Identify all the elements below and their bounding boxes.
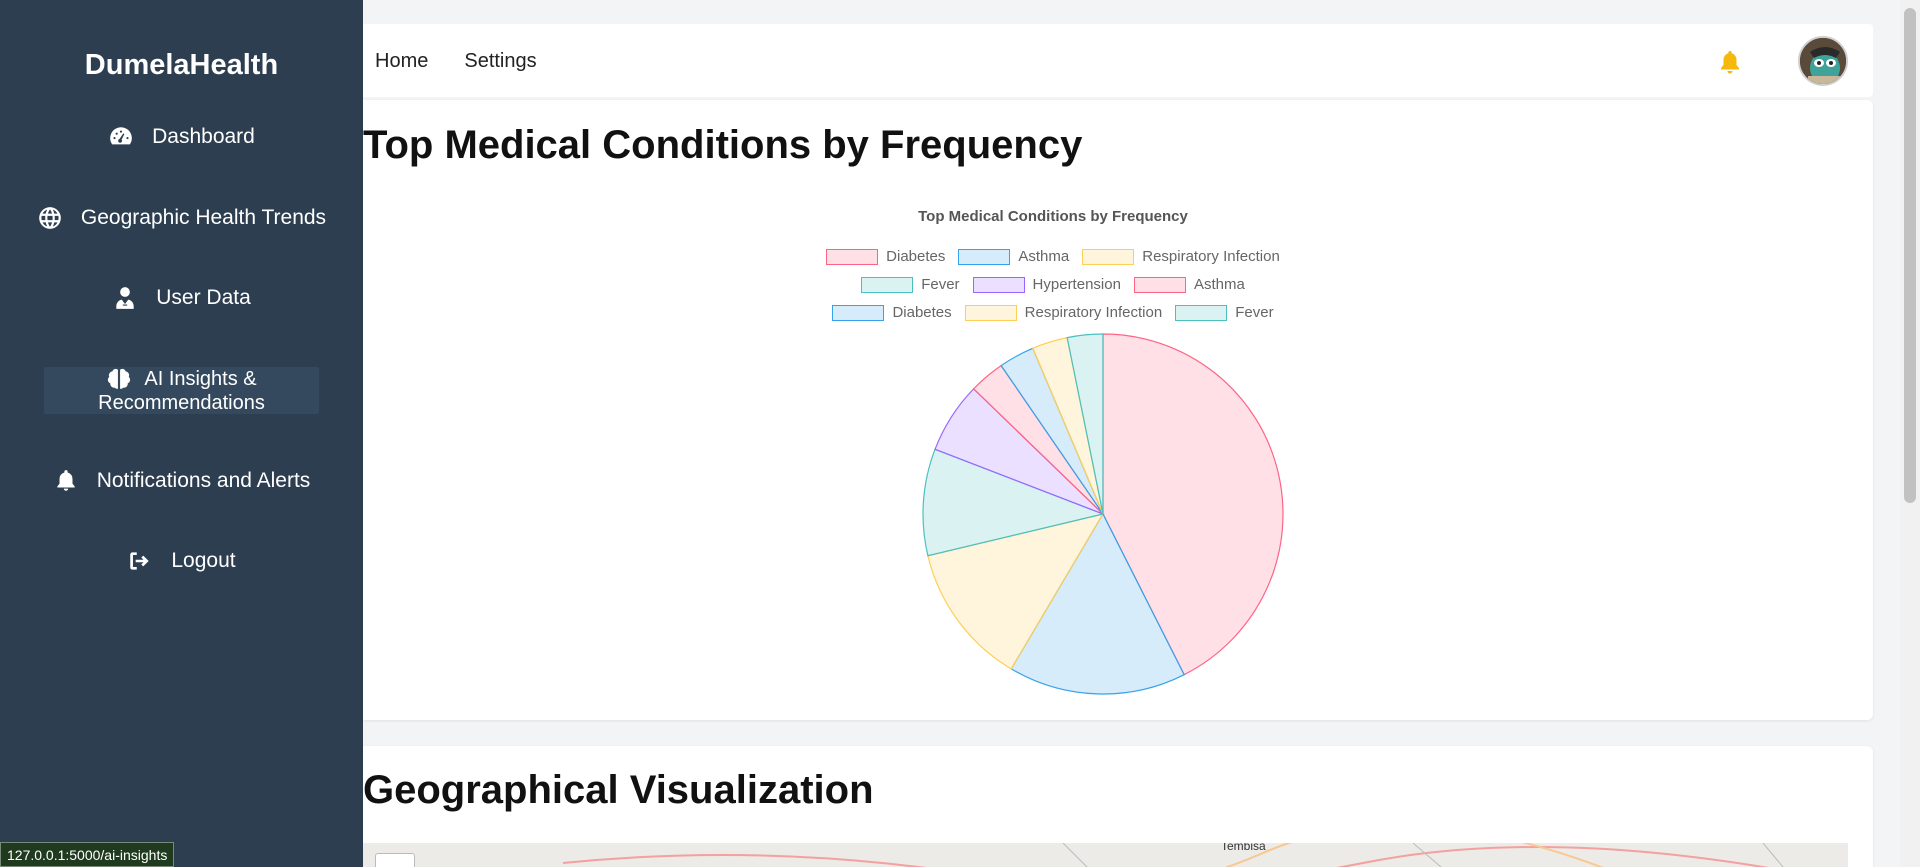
brand-title: DumelaHealth	[84, 49, 279, 81]
legend-entry[interactable]: Fever	[1175, 304, 1274, 321]
sidebar-item-logout[interactable]: Logout	[0, 548, 363, 574]
sidebar-item-label: Logout	[171, 549, 236, 572]
legend-swatch	[1082, 248, 1135, 265]
legend-swatch	[826, 248, 879, 265]
user-avatar[interactable]	[1798, 36, 1848, 86]
browser-status-url: 127.0.0.1:5000/ai-insights	[0, 842, 175, 867]
legend-swatch	[958, 248, 1011, 265]
notification-bell-icon[interactable]	[1718, 50, 1742, 76]
legend-label: Diabetes	[886, 248, 946, 265]
legend-label: Hypertension	[1032, 276, 1121, 293]
pie-slice-3[interactable]	[922, 448, 1106, 557]
chart-title: Top Medical Conditions by Frequency	[918, 208, 1188, 225]
logout-icon	[130, 552, 150, 570]
legend-label: Respiratory Infection	[1142, 248, 1280, 265]
legend-label: Asthma	[1018, 248, 1070, 265]
legend-label: Respiratory Infection	[1024, 304, 1163, 321]
legend-entry[interactable]: Diabetes	[826, 248, 945, 265]
sidebar-item-label: AI Insights &	[144, 367, 257, 390]
legend-swatch	[1175, 304, 1228, 321]
legend-swatch	[972, 276, 1025, 293]
pie-slice-0[interactable]	[1102, 333, 1284, 676]
brain-icon	[108, 368, 131, 389]
sidebar-item-user-data[interactable]: User Data	[0, 285, 363, 311]
pie-slice-2[interactable]	[927, 513, 1105, 670]
nav-home-link[interactable]: Home	[375, 50, 429, 72]
pie-slice-1[interactable]	[1010, 512, 1185, 695]
avatar-image	[1800, 38, 1846, 84]
legend-swatch	[964, 304, 1017, 321]
chart-legend-row-1: Diabetes Asthma Respiratory Infection	[363, 248, 1743, 265]
legend-label: Diabetes	[892, 304, 952, 321]
user-doctor-icon	[116, 287, 134, 309]
legend-label: Fever	[1235, 304, 1274, 321]
section-title: Top Medical Conditions by Frequency	[363, 123, 1083, 167]
pie-chart	[922, 333, 1284, 695]
legend-label: Asthma	[1193, 276, 1245, 293]
pie-slice-8[interactable]	[1066, 333, 1104, 515]
chart-legend-row-3: Diabetes Respiratory Infection Fever	[363, 304, 1743, 321]
legend-swatch	[1133, 276, 1186, 293]
top-navbar: Home Settings	[363, 24, 1873, 97]
conditions-chart-card: Top Medical Conditions by Frequency Top …	[363, 100, 1873, 720]
page-scrollbar[interactable]	[1900, 0, 1920, 867]
sidebar-item-geographic-health-trends[interactable]: Geographic Health Trends	[0, 205, 363, 231]
sidebar-item-ai-insights[interactable]: AI Insights & Recommendations	[44, 367, 319, 414]
legend-entry[interactable]: Hypertension	[972, 276, 1121, 293]
chart-legend-row-2: Fever Hypertension Asthma	[363, 276, 1743, 293]
bell-icon	[57, 470, 75, 491]
legend-label: Fever	[921, 276, 960, 293]
section-title: Geographical Visualization	[363, 768, 874, 812]
sidebar-item-label: Notifications and Alerts	[96, 469, 311, 492]
legend-entry[interactable]: Asthma	[958, 248, 1069, 265]
scrollbar-thumb[interactable]	[1904, 8, 1916, 503]
top-nav: Home Settings	[375, 50, 537, 73]
legend-swatch	[861, 276, 914, 293]
legend-entry[interactable]: Respiratory Infection	[964, 304, 1163, 321]
sidebar-item-label: Geographic Health Trends	[80, 206, 327, 229]
sidebar-item-label: User Data	[156, 286, 251, 309]
legend-swatch	[832, 304, 885, 321]
map-place-label: Tembisa	[1221, 843, 1266, 853]
map-roads	[562, 843, 1784, 867]
sidebar-item-notifications[interactable]: Notifications and Alerts	[0, 468, 363, 494]
sidebar-item-label: Dashboard	[152, 125, 255, 148]
geo-visualization-card: Geographical Visualization Tembisa	[363, 746, 1873, 867]
map-view[interactable]: Tembisa	[363, 843, 1848, 867]
legend-entry[interactable]: Respiratory Infection	[1082, 248, 1280, 265]
sidebar-item-label-line2: Recommendations	[98, 392, 265, 414]
legend-entry[interactable]: Asthma	[1133, 276, 1245, 293]
nav-settings-link[interactable]: Settings	[464, 50, 537, 72]
sidebar-item-dashboard[interactable]: Dashboard	[0, 124, 363, 150]
globe-icon	[39, 207, 61, 229]
gauge-icon	[110, 127, 132, 145]
legend-entry[interactable]: Fever	[861, 276, 960, 293]
sidebar: DumelaHealth Dashboard Geographic Health…	[0, 0, 363, 867]
map-zoom-in-button[interactable]	[375, 853, 415, 867]
legend-entry[interactable]: Diabetes	[832, 304, 952, 321]
